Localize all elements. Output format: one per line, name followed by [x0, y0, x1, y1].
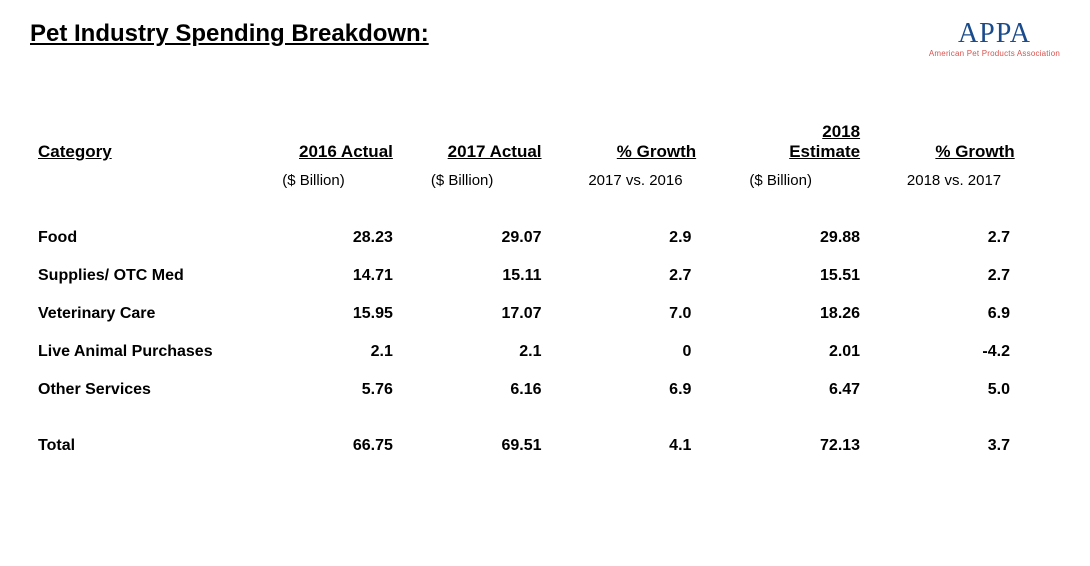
cell-growth1: 7.0	[572, 295, 742, 333]
cat: Supplies/ OTC Med	[30, 257, 274, 295]
table-row: Food28.2329.072.929.882.7	[30, 219, 1060, 257]
cell-growth2: 3.7	[890, 409, 1060, 465]
cell-2017: 17.07	[423, 295, 572, 333]
cell-growth2: 5.0	[890, 371, 1060, 409]
sub-2018: ($ Billion)	[741, 166, 890, 219]
cell-2016: 15.95	[274, 295, 423, 333]
cell-2017: 6.16	[423, 371, 572, 409]
cell-2017: 69.51	[423, 409, 572, 465]
table-row: Total66.7569.514.172.133.7	[30, 409, 1060, 465]
cat: Veterinary Care	[30, 295, 274, 333]
col-category: Category	[30, 118, 274, 166]
cell-2016: 14.71	[274, 257, 423, 295]
col-growth1: % Growth	[572, 118, 742, 166]
cell-2017: 15.11	[423, 257, 572, 295]
sub-2016: ($ Billion)	[274, 166, 423, 219]
cell-growth2: 2.7	[890, 219, 1060, 257]
cell-growth2: 2.7	[890, 257, 1060, 295]
cell-2018: 18.26	[741, 295, 890, 333]
col-2016: 2016 Actual	[274, 118, 423, 166]
sub-growth1: 2017 vs. 2016	[572, 166, 742, 219]
cell-2016: 28.23	[274, 219, 423, 257]
logo-main-text: APPA	[929, 20, 1060, 48]
logo-sub-text: American Pet Products Association	[929, 50, 1060, 58]
cell-2017: 29.07	[423, 219, 572, 257]
cell-2018: 72.13	[741, 409, 890, 465]
sub-category	[30, 166, 274, 219]
appa-logo: APPA American Pet Products Association	[929, 20, 1060, 58]
spending-table: Category 2016 Actual 2017 Actual % Growt…	[30, 118, 1060, 465]
page-title: Pet Industry Spending Breakdown:	[30, 20, 429, 48]
table-row: Supplies/ OTC Med14.7115.112.715.512.7	[30, 257, 1060, 295]
cell-2016: 66.75	[274, 409, 423, 465]
cell-2018: 29.88	[741, 219, 890, 257]
cell-growth1: 4.1	[572, 409, 742, 465]
cell-2016: 2.1	[274, 333, 423, 371]
col-2017: 2017 Actual	[423, 118, 572, 166]
table-subheader-row: ($ Billion) ($ Billion) 2017 vs. 2016 ($…	[30, 166, 1060, 219]
sub-growth2: 2018 vs. 2017	[890, 166, 1060, 219]
table-header-row: Category 2016 Actual 2017 Actual % Growt…	[30, 118, 1060, 166]
sub-2017: ($ Billion)	[423, 166, 572, 219]
header-row: Pet Industry Spending Breakdown: APPA Am…	[30, 20, 1060, 58]
cat: Total	[30, 409, 274, 465]
col-growth2: % Growth	[890, 118, 1060, 166]
cell-2018: 6.47	[741, 371, 890, 409]
cell-growth2: 6.9	[890, 295, 1060, 333]
cell-2018: 2.01	[741, 333, 890, 371]
table-row: Other Services5.766.166.96.475.0	[30, 371, 1060, 409]
col-2018: 2018 Estimate	[741, 118, 890, 166]
table-row: Veterinary Care15.9517.077.018.266.9	[30, 295, 1060, 333]
cell-growth1: 2.7	[572, 257, 742, 295]
cat: Live Animal Purchases	[30, 333, 274, 371]
cell-2018: 15.51	[741, 257, 890, 295]
cat: Other Services	[30, 371, 274, 409]
table-row: Live Animal Purchases2.12.102.01-4.2	[30, 333, 1060, 371]
cell-growth2: -4.2	[890, 333, 1060, 371]
cell-growth1: 6.9	[572, 371, 742, 409]
cell-growth1: 0	[572, 333, 742, 371]
cell-growth1: 2.9	[572, 219, 742, 257]
cat: Food	[30, 219, 274, 257]
cell-2016: 5.76	[274, 371, 423, 409]
cell-2017: 2.1	[423, 333, 572, 371]
